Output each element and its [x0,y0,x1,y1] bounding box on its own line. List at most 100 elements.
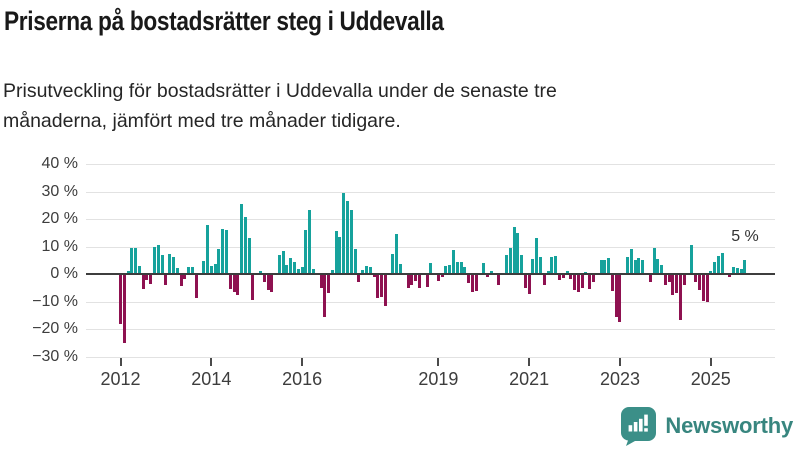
chart-bar [160,255,164,275]
chart-bar [236,274,240,295]
chart-bar [259,271,262,275]
chart-bar [554,255,558,275]
chart-bar [660,264,664,275]
chart-bar [277,254,281,275]
chart-bar [334,231,338,275]
chart-bar [580,274,584,288]
x-axis-label: 2025 [690,368,731,389]
chart-bar [156,245,160,275]
chart-bar [266,274,270,291]
y-axis-label: 0 % [50,265,78,283]
chart-bar [607,258,611,275]
chart-bar [327,274,331,294]
chart-bar [213,264,217,275]
y-axis-label: −10 % [32,292,78,310]
chart-bar [701,274,705,301]
chart-bar [539,257,543,275]
newsworthy-icon [621,406,657,446]
chart-bar [190,266,194,275]
chart-bar [679,274,683,321]
chart-bar [716,255,720,275]
chart-bar [720,253,724,275]
chart-bar [368,267,372,275]
chart-bar [262,274,266,282]
chart-bar [709,270,713,275]
chart-bar [247,238,251,275]
chart-bar [523,274,527,288]
brand-logo: Newsworthy [621,406,793,446]
chart-bar [520,254,524,275]
x-axis-label: 2023 [599,368,640,389]
chart-bar [149,274,153,284]
gridline [86,329,775,331]
y-axis-label: −20 % [32,320,78,338]
chart-bar [175,268,179,275]
chart-bar [542,274,546,286]
chart-bar [573,274,577,291]
chart-bar [682,274,686,286]
x-axis-label: 2016 [282,368,323,389]
chart-bar [342,193,346,275]
chart-bar [561,274,565,279]
chart-bar [592,274,595,283]
chart-bar [455,262,459,275]
x-axis-tick [618,358,621,367]
gridline [86,219,775,221]
chart-bar [497,274,501,286]
chart-bar [232,274,236,293]
chart-bar [467,274,471,284]
chart-bar [482,263,486,275]
chart-bar [179,274,183,287]
gridline [86,191,775,193]
y-axis-label: 10 % [41,237,78,255]
chart-bar [304,230,308,275]
chart-bar [346,200,350,275]
chart-bar [671,274,675,296]
x-axis-tick [709,358,712,367]
gridline [86,356,775,358]
chart-bar [463,267,467,275]
chart-bar [565,270,569,275]
chart-bar [489,271,493,275]
chart-bar [119,274,122,324]
chart-bar [728,274,732,277]
chart-bar [652,248,656,275]
chart-bar [308,209,312,275]
chart-bar [281,251,285,275]
x-axis-tick [301,358,304,367]
chart-bar [459,262,463,275]
subtitle-line-2: månaderna, jämfört med tre månader tidig… [3,110,401,133]
chart-bar [603,260,607,275]
x-axis-tick [210,358,213,367]
chart-bar [470,274,474,292]
chart-bar [270,274,274,293]
chart-bar [130,248,134,275]
x-axis-label: 2012 [100,368,141,389]
chart-bar [641,259,645,275]
x-axis-label: 2021 [509,368,550,389]
chart-bar [425,274,429,287]
chart-bar [690,244,694,275]
chart-bar [599,260,603,275]
chart-bar [667,274,671,282]
chart-bar [637,258,641,275]
chart-bar [516,233,520,275]
chart-bar [648,274,652,282]
chart-bar [383,274,387,306]
chart-bar [202,260,206,275]
chart-bar [550,256,554,275]
chart-bar [504,254,508,275]
chart-bar [618,274,622,322]
chart-bar [735,268,739,275]
chart-bar [440,274,444,277]
chart-bar [145,274,149,281]
gridline [86,301,775,303]
chart-bar [576,274,580,292]
chart-bar [338,236,342,275]
chart-bar [319,274,323,288]
chart-bar [243,216,247,275]
chart-bar [694,274,698,282]
chart-bar [535,237,539,275]
chart-bar [153,246,157,275]
